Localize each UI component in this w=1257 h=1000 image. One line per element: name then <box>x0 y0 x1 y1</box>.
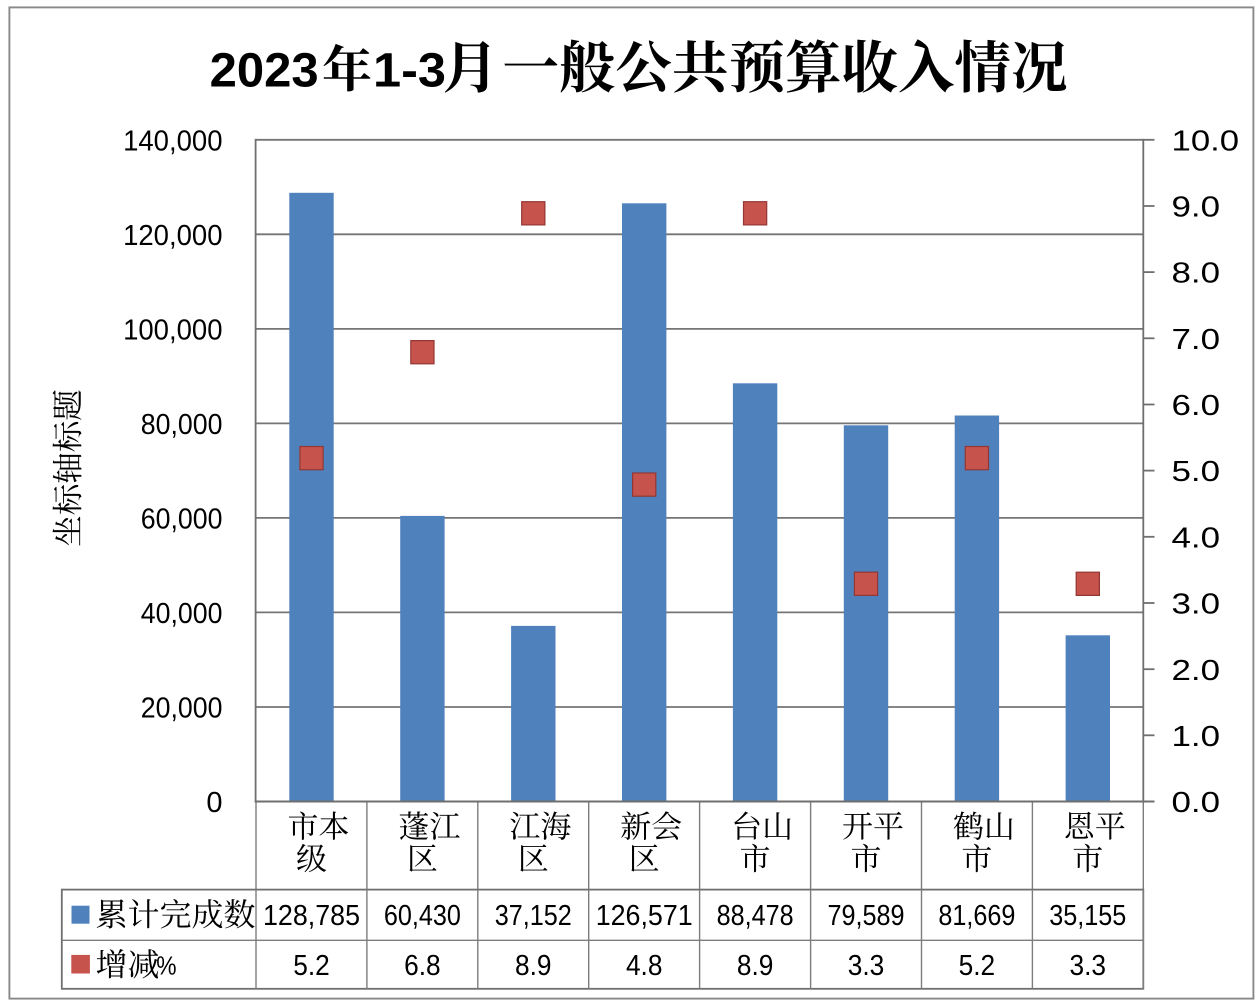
svg-text:6.0: 6.0 <box>1172 390 1221 422</box>
svg-text:5.2: 5.2 <box>959 950 996 982</box>
svg-text:9.0: 9.0 <box>1172 192 1221 224</box>
svg-text:88,478: 88,478 <box>717 900 794 932</box>
svg-text:4.0: 4.0 <box>1172 522 1221 554</box>
svg-text:0.0: 0.0 <box>1172 787 1221 819</box>
svg-text:81,669: 81,669 <box>938 900 1015 932</box>
svg-text:6.8: 6.8 <box>404 950 441 982</box>
svg-text:80,000: 80,000 <box>141 409 223 441</box>
svg-text:100,000: 100,000 <box>123 315 222 347</box>
svg-text:60,000: 60,000 <box>141 504 223 536</box>
svg-text:3.3: 3.3 <box>1070 950 1107 982</box>
svg-text:8.0: 8.0 <box>1172 258 1221 290</box>
svg-text:2.0: 2.0 <box>1172 655 1221 687</box>
svg-text:5.0: 5.0 <box>1172 456 1221 488</box>
svg-text:20,000: 20,000 <box>141 693 223 725</box>
svg-text:128,785: 128,785 <box>263 900 360 932</box>
svg-text:8.9: 8.9 <box>737 950 774 982</box>
svg-text:120,000: 120,000 <box>123 220 222 252</box>
svg-text:140,000: 140,000 <box>123 125 222 157</box>
svg-text:1.0: 1.0 <box>1172 721 1221 753</box>
svg-text:3.0: 3.0 <box>1172 589 1221 621</box>
svg-text:1-3: 1-3 <box>373 44 446 97</box>
svg-text:3.3: 3.3 <box>848 950 885 982</box>
svg-text:35,155: 35,155 <box>1049 900 1126 932</box>
svg-text:60,430: 60,430 <box>384 900 461 932</box>
svg-text:4.8: 4.8 <box>626 950 663 982</box>
svg-text:37,152: 37,152 <box>495 900 572 932</box>
svg-text:%: % <box>156 950 176 980</box>
svg-text:10.0: 10.0 <box>1172 125 1240 157</box>
svg-text:5.2: 5.2 <box>293 950 330 982</box>
svg-text:2023: 2023 <box>210 44 319 97</box>
svg-text:8.9: 8.9 <box>515 950 552 982</box>
svg-text:79,589: 79,589 <box>828 900 905 932</box>
svg-text:7.0: 7.0 <box>1172 324 1221 356</box>
svg-text:126,571: 126,571 <box>596 900 693 932</box>
svg-text:0: 0 <box>206 787 222 819</box>
svg-text:40,000: 40,000 <box>141 598 223 630</box>
